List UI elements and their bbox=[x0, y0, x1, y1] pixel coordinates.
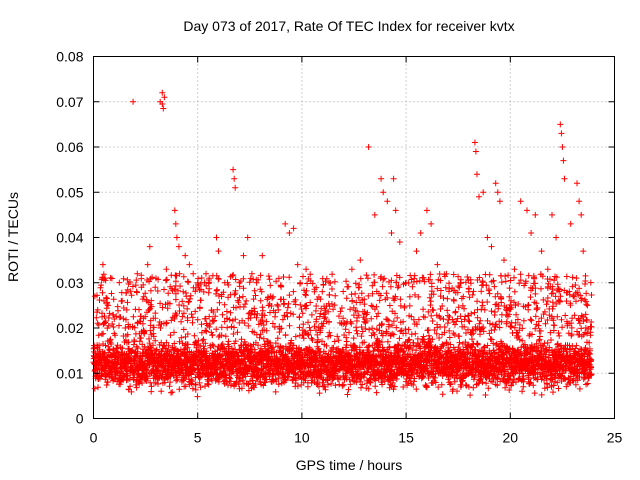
x-axis-label: GPS time / hours bbox=[296, 457, 403, 473]
x-tick-label: 25 bbox=[607, 430, 623, 446]
scatter-points bbox=[90, 89, 595, 400]
data-points bbox=[90, 89, 595, 400]
x-tick-label: 20 bbox=[503, 430, 519, 446]
x-tick-label: 5 bbox=[194, 430, 202, 446]
y-tick-label: 0.01 bbox=[56, 365, 83, 381]
y-tick-label: 0.06 bbox=[56, 139, 83, 155]
y-tick-label: 0.07 bbox=[56, 94, 83, 110]
y-tick-label: 0.05 bbox=[56, 184, 83, 200]
x-tick-label: 0 bbox=[90, 430, 98, 446]
x-tick-label: 10 bbox=[294, 430, 310, 446]
y-tick-label: 0.08 bbox=[56, 49, 83, 65]
y-axis-label: ROTI / TECUs bbox=[5, 192, 21, 282]
y-tick-label: 0.02 bbox=[56, 320, 83, 336]
chart-title: Day 073 of 2017, Rate Of TEC Index for r… bbox=[183, 18, 514, 34]
x-tick-label: 15 bbox=[398, 430, 414, 446]
y-tick-label: 0.04 bbox=[56, 230, 83, 246]
axis-ticks: 0 0.01 0.02 0.03 0.04 0.05 0.06 0.07 0.08 0 5 10 15 2… bbox=[56, 49, 622, 446]
y-tick-label: 0 bbox=[76, 411, 84, 427]
y-tick-label: 0.03 bbox=[56, 275, 83, 291]
plot-frame bbox=[93, 56, 615, 419]
